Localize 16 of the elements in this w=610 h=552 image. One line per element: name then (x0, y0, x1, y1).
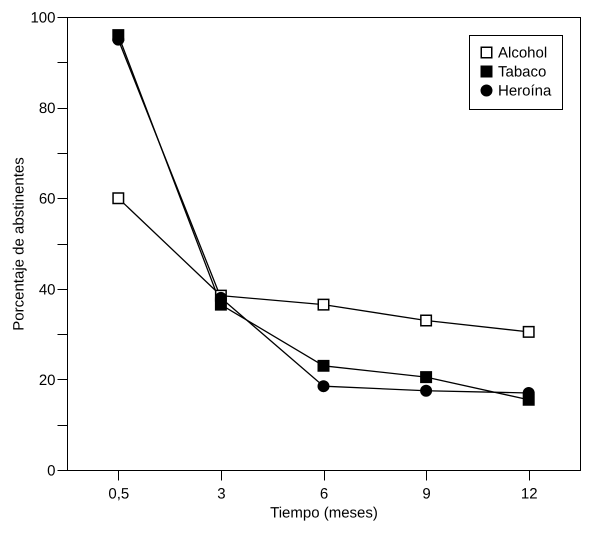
legend-label: Heroína (498, 82, 552, 100)
legend-label: Tabaco (498, 64, 546, 80)
y-tick-label: 80 (38, 100, 56, 118)
legend-label: Alcohol (498, 44, 548, 62)
x-tick-label: 3 (217, 486, 226, 502)
x-tick-label: 9 (422, 486, 431, 502)
y-tick-label: 0 (47, 462, 56, 480)
y-tick-label: 40 (38, 281, 56, 298)
y-axis-title: Porcentaje de abstinentes (10, 157, 28, 331)
y-tick-label: 20 (38, 372, 56, 389)
y-tick-label: 60 (38, 190, 56, 208)
x-tick-label: 6 (320, 486, 328, 502)
y-tick-label: 100 (30, 10, 56, 26)
x-tick-label: 0,5 (108, 486, 130, 502)
x-tick-label: 12 (520, 486, 538, 502)
x-axis-title: Tiempo (meses) (270, 504, 378, 522)
